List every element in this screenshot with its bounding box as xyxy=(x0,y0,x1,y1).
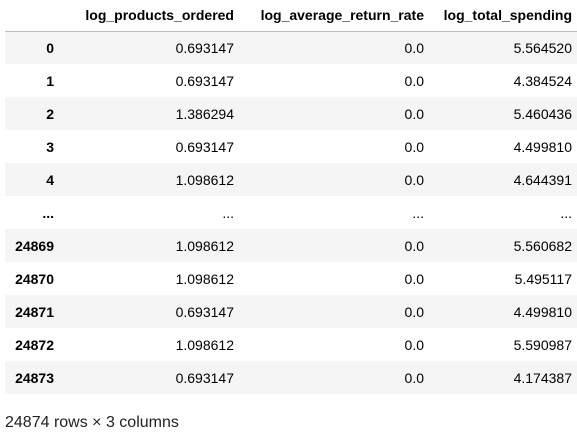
column-header-log-total-spending: log_total_spending xyxy=(429,0,577,32)
cell-log-products-ordered: 0.693147 xyxy=(175,303,234,320)
dataframe-shape-info: 24874 rows × 3 columns xyxy=(5,414,179,431)
cell-log-average-return-rate: 0.0 xyxy=(404,270,424,287)
row-index: 24873 xyxy=(15,369,54,386)
dataframe-table: log_products_ordered log_average_return_… xyxy=(5,0,577,394)
table-row: 2 1.386294 0.0 5.460436 xyxy=(5,97,577,130)
row-index: 2 xyxy=(46,105,54,122)
row-index: 24870 xyxy=(15,270,54,287)
cell-log-products-ordered: 0.693147 xyxy=(175,369,234,386)
cell-log-average-return-rate: 0.0 xyxy=(404,39,424,56)
cell-log-products-ordered: 1.098612 xyxy=(175,336,234,353)
cell-log-products-ordered: 1.386294 xyxy=(175,105,234,122)
row-index: 1 xyxy=(46,72,54,89)
cell-log-total-spending: 4.644391 xyxy=(513,171,572,188)
header-row: log_products_ordered log_average_return_… xyxy=(5,0,577,32)
table-row: 1 0.693147 0.0 4.384524 xyxy=(5,64,577,97)
cell-log-products-ordered: 0.693147 xyxy=(175,138,234,155)
row-index: 4 xyxy=(46,171,54,188)
cell-log-total-spending: 4.499810 xyxy=(513,138,572,155)
cell-log-total-spending: 5.590987 xyxy=(513,336,572,353)
cell-log-products-ordered: 1.098612 xyxy=(175,237,234,254)
row-index: 24869 xyxy=(15,237,54,254)
table-row: 24870 1.098612 0.0 5.495117 xyxy=(5,262,577,295)
dataframe-output: log_products_ordered log_average_return_… xyxy=(5,0,577,394)
cell-log-products-ordered: 1.098612 xyxy=(175,270,234,287)
row-index: 3 xyxy=(46,138,54,155)
cell-log-total-spending: 5.495117 xyxy=(514,270,572,287)
column-header-log-products-ordered: log_products_ordered xyxy=(59,0,239,32)
table-row: 24869 1.098612 0.0 5.560682 xyxy=(5,229,577,262)
table-row: 24872 1.098612 0.0 5.590987 xyxy=(5,328,577,361)
cell-log-products-ordered: 1.098612 xyxy=(175,171,234,188)
cell-log-total-spending: 5.564520 xyxy=(513,39,572,56)
row-index: ... xyxy=(42,204,54,221)
cell-log-average-return-rate: ... xyxy=(412,204,424,221)
cell-log-average-return-rate: 0.0 xyxy=(404,72,424,89)
index-header xyxy=(5,0,59,32)
cell-log-average-return-rate: 0.0 xyxy=(404,105,424,122)
cell-log-average-return-rate: 0.0 xyxy=(404,303,424,320)
table-row-ellipsis: ... ... ... ... xyxy=(5,196,577,229)
cell-log-products-ordered: 0.693147 xyxy=(175,39,234,56)
cell-log-total-spending: 4.384524 xyxy=(513,72,572,89)
table-row: 0 0.693147 0.0 5.564520 xyxy=(5,31,577,64)
table-row: 24871 0.693147 0.0 4.499810 xyxy=(5,295,577,328)
row-index: 0 xyxy=(46,39,54,56)
row-index: 24871 xyxy=(15,303,54,320)
cell-log-total-spending: 5.560682 xyxy=(513,237,572,254)
cell-log-average-return-rate: 0.0 xyxy=(404,369,424,386)
cell-log-average-return-rate: 0.0 xyxy=(404,237,424,254)
cell-log-average-return-rate: 0.0 xyxy=(404,138,424,155)
cell-log-average-return-rate: 0.0 xyxy=(404,336,424,353)
cell-log-total-spending: 4.499810 xyxy=(513,303,572,320)
cell-log-total-spending: ... xyxy=(560,204,572,221)
table-row: 24873 0.693147 0.0 4.174387 xyxy=(5,361,577,394)
cell-log-products-ordered: 0.693147 xyxy=(175,72,234,89)
cell-log-total-spending: 5.460436 xyxy=(513,105,572,122)
table-row: 3 0.693147 0.0 4.499810 xyxy=(5,130,577,163)
column-header-log-average-return-rate: log_average_return_rate xyxy=(239,0,429,32)
row-index: 24872 xyxy=(15,336,54,353)
table-row: 4 1.098612 0.0 4.644391 xyxy=(5,163,577,196)
cell-log-products-ordered: ... xyxy=(222,204,234,221)
cell-log-total-spending: 4.174387 xyxy=(513,369,572,386)
cell-log-average-return-rate: 0.0 xyxy=(404,171,424,188)
